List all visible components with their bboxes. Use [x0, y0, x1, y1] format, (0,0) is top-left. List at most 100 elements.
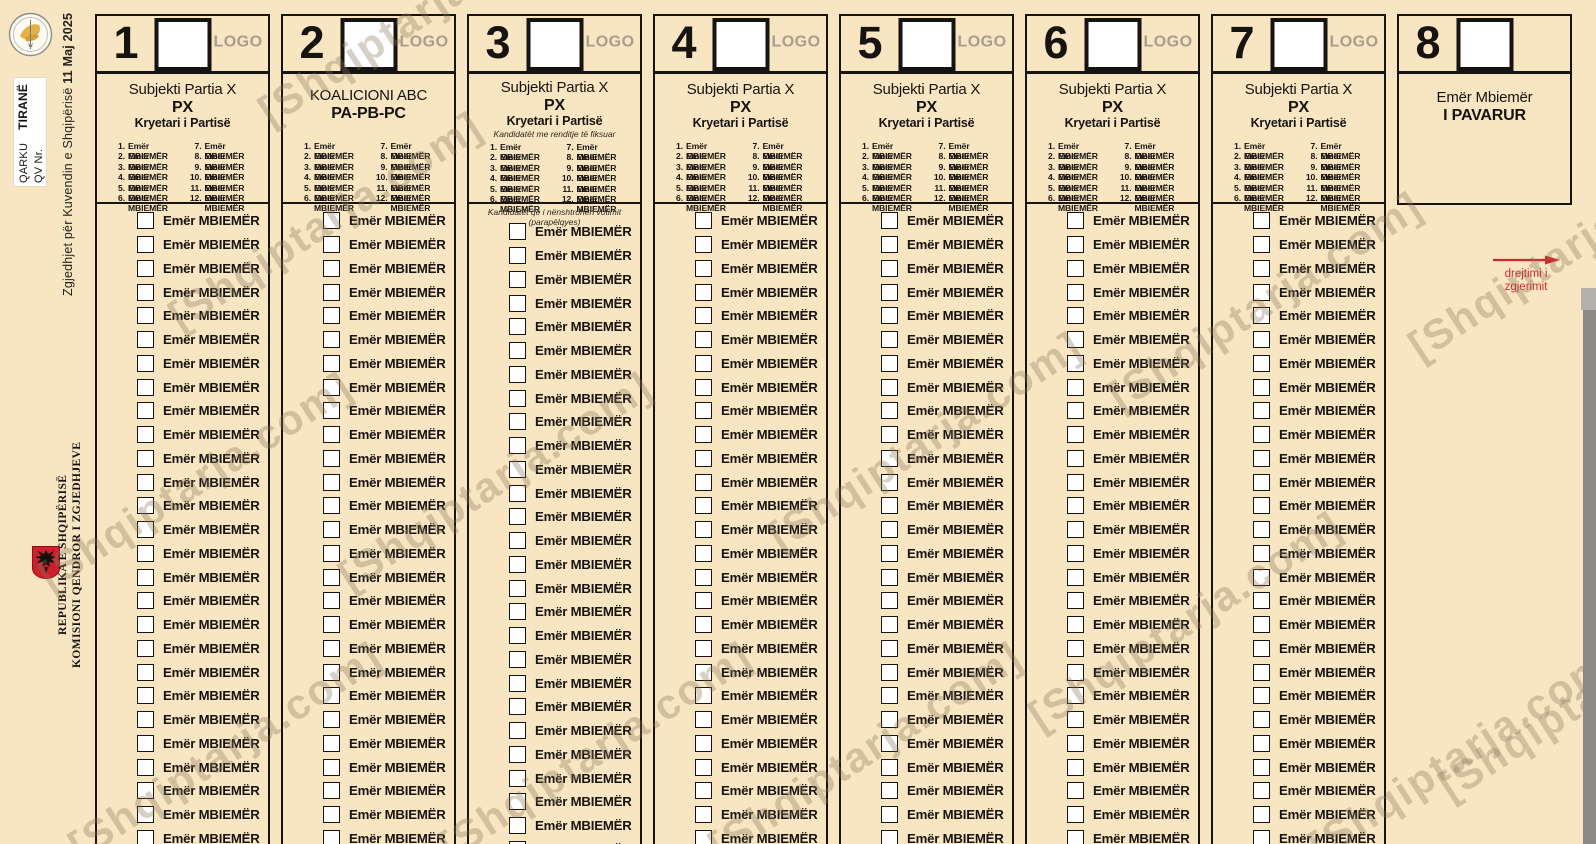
candidate-checkbox[interactable]	[137, 473, 154, 491]
candidate-checkbox[interactable]	[695, 331, 712, 349]
candidate-checkbox[interactable]	[1253, 616, 1270, 634]
candidate-checkbox[interactable]	[881, 497, 898, 515]
candidate-checkbox[interactable]	[137, 283, 154, 301]
candidate-checkbox[interactable]	[1067, 734, 1084, 752]
candidate-checkbox[interactable]	[137, 758, 154, 776]
candidate-checkbox[interactable]	[881, 449, 898, 467]
candidate-checkbox[interactable]	[1067, 521, 1084, 539]
candidate-checkbox[interactable]	[881, 521, 898, 539]
candidate-checkbox[interactable]	[881, 568, 898, 586]
candidate-checkbox[interactable]	[137, 402, 154, 420]
vote-mark-box[interactable]	[154, 18, 211, 71]
candidate-checkbox[interactable]	[1253, 212, 1270, 230]
candidate-checkbox[interactable]	[509, 508, 526, 526]
candidate-checkbox[interactable]	[695, 259, 712, 277]
candidate-checkbox[interactable]	[509, 745, 526, 763]
candidate-checkbox[interactable]	[137, 616, 154, 634]
candidate-checkbox[interactable]	[1253, 236, 1270, 254]
vote-mark-box[interactable]	[1084, 18, 1141, 71]
candidate-checkbox[interactable]	[1253, 806, 1270, 824]
candidate-checkbox[interactable]	[1067, 378, 1084, 396]
candidate-checkbox[interactable]	[1067, 806, 1084, 824]
candidate-checkbox[interactable]	[509, 365, 526, 383]
candidate-checkbox[interactable]	[881, 663, 898, 681]
candidate-checkbox[interactable]	[695, 687, 712, 705]
candidate-checkbox[interactable]	[137, 521, 154, 539]
candidate-checkbox[interactable]	[1067, 758, 1084, 776]
candidate-checkbox[interactable]	[1067, 544, 1084, 562]
candidate-checkbox[interactable]	[137, 497, 154, 515]
candidate-checkbox[interactable]	[137, 426, 154, 444]
candidate-checkbox[interactable]	[881, 734, 898, 752]
candidate-checkbox[interactable]	[1253, 758, 1270, 776]
candidate-checkbox[interactable]	[1067, 236, 1084, 254]
candidate-checkbox[interactable]	[323, 711, 340, 729]
candidate-checkbox[interactable]	[1067, 616, 1084, 634]
candidate-checkbox[interactable]	[509, 223, 526, 241]
candidate-checkbox[interactable]	[881, 378, 898, 396]
candidate-checkbox[interactable]	[137, 259, 154, 277]
candidate-checkbox[interactable]	[695, 426, 712, 444]
candidate-checkbox[interactable]	[1253, 568, 1270, 586]
candidate-checkbox[interactable]	[881, 402, 898, 420]
candidate-checkbox[interactable]	[881, 544, 898, 562]
candidate-checkbox[interactable]	[323, 592, 340, 610]
candidate-checkbox[interactable]	[509, 555, 526, 573]
candidate-checkbox[interactable]	[137, 331, 154, 349]
candidate-checkbox[interactable]	[323, 806, 340, 824]
candidate-checkbox[interactable]	[695, 782, 712, 800]
candidate-checkbox[interactable]	[509, 579, 526, 597]
candidate-checkbox[interactable]	[323, 307, 340, 325]
candidate-checkbox[interactable]	[509, 793, 526, 811]
candidate-checkbox[interactable]	[137, 568, 154, 586]
candidate-checkbox[interactable]	[323, 497, 340, 515]
candidate-checkbox[interactable]	[1253, 544, 1270, 562]
candidate-checkbox[interactable]	[1253, 331, 1270, 349]
candidate-checkbox[interactable]	[509, 817, 526, 835]
candidate-checkbox[interactable]	[1067, 331, 1084, 349]
candidate-checkbox[interactable]	[695, 236, 712, 254]
candidate-checkbox[interactable]	[1253, 354, 1270, 372]
vote-mark-box[interactable]	[526, 18, 583, 71]
candidate-checkbox[interactable]	[1067, 212, 1084, 230]
candidate-checkbox[interactable]	[695, 829, 712, 844]
candidate-checkbox[interactable]	[1253, 426, 1270, 444]
candidate-checkbox[interactable]	[509, 413, 526, 431]
candidate-checkbox[interactable]	[137, 544, 154, 562]
candidate-checkbox[interactable]	[509, 532, 526, 550]
candidate-checkbox[interactable]	[695, 639, 712, 657]
candidate-checkbox[interactable]	[1067, 402, 1084, 420]
vote-mark-box[interactable]	[898, 18, 955, 71]
candidate-checkbox[interactable]	[1067, 711, 1084, 729]
vote-mark-box[interactable]	[1270, 18, 1327, 71]
candidate-checkbox[interactable]	[509, 270, 526, 288]
candidate-checkbox[interactable]	[695, 473, 712, 491]
candidate-checkbox[interactable]	[1253, 521, 1270, 539]
candidate-checkbox[interactable]	[323, 449, 340, 467]
candidate-checkbox[interactable]	[695, 449, 712, 467]
candidate-checkbox[interactable]	[1067, 639, 1084, 657]
candidate-checkbox[interactable]	[1253, 283, 1270, 301]
candidate-checkbox[interactable]	[1253, 734, 1270, 752]
candidate-checkbox[interactable]	[1253, 829, 1270, 844]
candidate-checkbox[interactable]	[1067, 354, 1084, 372]
candidate-checkbox[interactable]	[695, 711, 712, 729]
candidate-checkbox[interactable]	[881, 259, 898, 277]
candidate-checkbox[interactable]	[323, 568, 340, 586]
candidate-checkbox[interactable]	[881, 283, 898, 301]
candidate-checkbox[interactable]	[1067, 592, 1084, 610]
candidate-checkbox[interactable]	[695, 758, 712, 776]
candidate-checkbox[interactable]	[881, 473, 898, 491]
candidate-checkbox[interactable]	[1253, 711, 1270, 729]
candidate-checkbox[interactable]	[881, 592, 898, 610]
candidate-checkbox[interactable]	[695, 212, 712, 230]
candidate-checkbox[interactable]	[137, 212, 154, 230]
candidate-checkbox[interactable]	[695, 544, 712, 562]
candidate-checkbox[interactable]	[695, 283, 712, 301]
candidate-checkbox[interactable]	[1067, 663, 1084, 681]
candidate-checkbox[interactable]	[323, 734, 340, 752]
candidate-checkbox[interactable]	[323, 283, 340, 301]
candidate-checkbox[interactable]	[695, 568, 712, 586]
candidate-checkbox[interactable]	[695, 354, 712, 372]
candidate-checkbox[interactable]	[323, 473, 340, 491]
